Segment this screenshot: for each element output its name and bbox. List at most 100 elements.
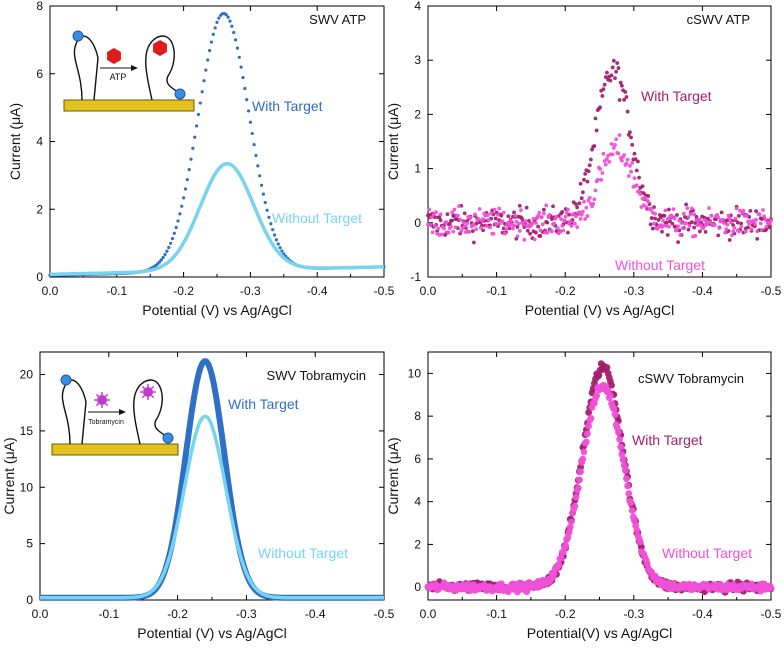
x-tick-label: -0.3: [623, 284, 644, 298]
data-point: [769, 218, 773, 223]
data-point: [256, 164, 260, 168]
x-tick-label: -0.4: [692, 284, 713, 298]
data-point: [605, 70, 609, 75]
chart-panel-4: 0.0 -0.1 -0.2 -0.3 -0.4 -0.5 0 2 4 6 8 10 Potential(…: [385, 351, 782, 641]
data-point: [193, 135, 197, 139]
data-point: [248, 120, 252, 124]
data-point: [739, 224, 744, 229]
data-point: [621, 467, 629, 474]
y-axis-label: Current (μA): [385, 437, 401, 514]
data-point: [648, 222, 653, 227]
data-point: [560, 223, 565, 228]
data-point: [429, 215, 434, 220]
data-point: [427, 207, 432, 212]
data-point: [728, 220, 733, 225]
data-point: [638, 192, 643, 196]
data-point: [624, 161, 629, 166]
data-point: [432, 224, 437, 228]
y-tick-label: -1: [410, 270, 421, 284]
y-axis-label: Current (μA): [7, 103, 23, 180]
data-point: [574, 214, 578, 219]
data-point: [731, 229, 736, 234]
data-point: [665, 233, 670, 237]
data-point: [664, 220, 669, 225]
data-point: [494, 222, 499, 227]
data-point: [646, 194, 651, 198]
data-point: [641, 191, 646, 195]
data-point: [282, 252, 286, 256]
data-point: [592, 144, 597, 148]
panel-title: cSWV ATP: [687, 12, 750, 27]
data-point: [491, 231, 496, 236]
plot-frame: [49, 5, 385, 278]
data-point: [558, 230, 562, 235]
data-point: [692, 225, 697, 230]
data-point: [552, 221, 557, 226]
data-point: [267, 215, 271, 219]
data-point: [608, 78, 613, 83]
data-point: [640, 184, 645, 189]
data-point: [712, 223, 717, 227]
data-point: [540, 222, 545, 227]
data-point: [198, 101, 202, 105]
data-point: [474, 227, 479, 232]
data-point: [484, 224, 489, 228]
data-point: [585, 179, 590, 184]
data-point: [515, 225, 520, 229]
data-point: [667, 224, 671, 229]
data-point: [449, 224, 453, 229]
data-point: [239, 65, 243, 69]
data-point: [569, 224, 574, 228]
bound-target-icon: [153, 40, 167, 56]
data-point: [515, 234, 520, 239]
data-point: [572, 221, 577, 226]
data-point: [672, 216, 677, 221]
data-point: [745, 213, 749, 218]
data-point: [642, 195, 647, 200]
data-point: [258, 174, 262, 178]
data-point: [213, 26, 217, 30]
data-point: [614, 69, 619, 74]
data-point: [736, 229, 741, 234]
series-label: With Target: [252, 98, 323, 114]
data-point: [676, 224, 680, 229]
y-tick-label: 2: [414, 537, 421, 551]
y-tick-label: 15: [20, 424, 34, 438]
data-point: [470, 229, 475, 234]
series-2: [49, 161, 385, 277]
data-point: [734, 206, 739, 211]
data-point: [624, 482, 632, 490]
data-point: [252, 143, 256, 147]
data-point: [545, 220, 550, 225]
data-point: [627, 499, 635, 507]
data-point: [504, 227, 508, 232]
y-tick-label: 2: [414, 107, 421, 121]
data-point: [261, 192, 265, 196]
data-point: [730, 233, 734, 238]
data-point: [516, 221, 521, 226]
data-point: [632, 151, 637, 156]
data-point: [528, 231, 532, 236]
data-point: [163, 252, 167, 257]
data-point: [748, 209, 753, 213]
data-point: [471, 223, 476, 228]
data-point: [549, 229, 554, 234]
y-axis-label: Current (μA): [1, 437, 17, 514]
series-2: [426, 133, 773, 242]
data-point: [567, 518, 575, 526]
data-point: [512, 223, 516, 228]
data-point: [578, 181, 583, 186]
data-point: [436, 226, 441, 231]
data-point: [167, 245, 171, 250]
data-point: [670, 221, 675, 226]
data-point: [463, 230, 468, 235]
data-point: [170, 236, 175, 241]
data-point: [478, 225, 483, 230]
chart-panel-3: 0.0 -0.1 -0.2 -0.3 -0.4 -0.5 0 5 10 15 20 Potential…: [1, 351, 395, 641]
data-point: [493, 216, 498, 221]
data-point: [508, 218, 513, 223]
x-tick-label: -0.4: [305, 607, 326, 621]
y-tick-label: 4: [36, 135, 43, 149]
data-point: [579, 455, 587, 463]
y-tick-label: 4: [414, 0, 421, 13]
